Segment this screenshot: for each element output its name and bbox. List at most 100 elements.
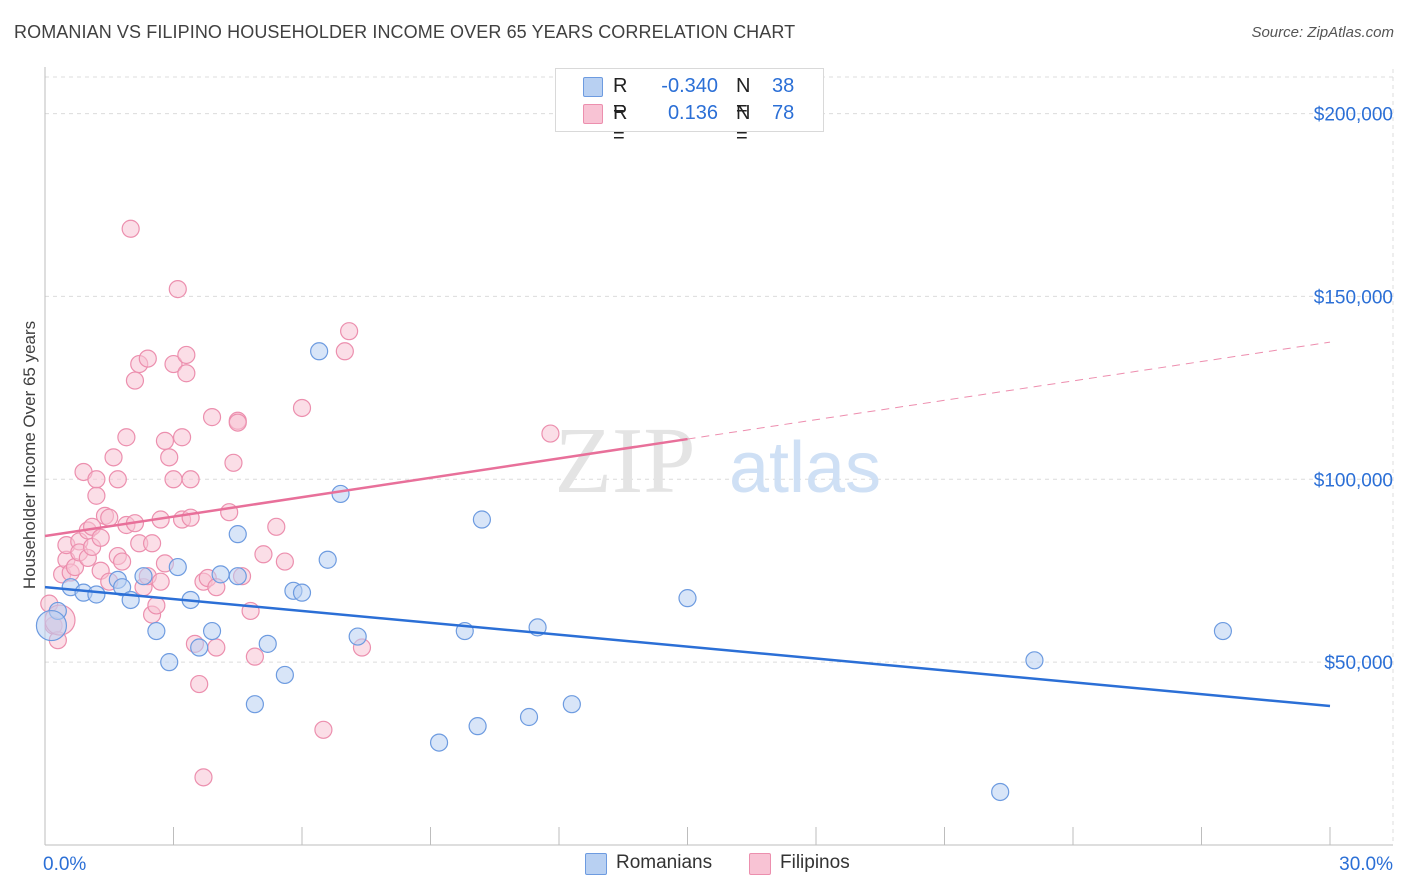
romanian-point: [147, 621, 166, 641]
filipino-point: [181, 470, 200, 489]
filipino-point: [164, 354, 183, 374]
filipino-point: [224, 453, 243, 472]
y-tick-label: $50,000: [1324, 653, 1393, 674]
filipino-point: [100, 508, 119, 527]
trend-lines: [44, 341, 1331, 708]
watermark-zip: ZIP: [555, 409, 696, 513]
axes: [44, 67, 1393, 846]
romanian-point: [429, 733, 449, 752]
romanian-point: [331, 484, 350, 504]
filipino-point: [228, 413, 247, 432]
filipino-point: [91, 528, 110, 547]
romanian-point: [348, 627, 367, 646]
romanian-point: [160, 653, 179, 672]
romanian-point: [87, 585, 106, 604]
source-label: Source: ZipAtlas.com: [1251, 24, 1394, 41]
filipino-point: [155, 431, 175, 450]
romanian-point: [258, 634, 277, 653]
legend-n-label: N =: [736, 75, 751, 120]
y-tick-label: $100,000: [1314, 470, 1393, 491]
romanian-point: [228, 567, 247, 586]
romanian-point: [275, 665, 294, 685]
filipino-point: [181, 508, 200, 527]
y-tick-label: $150,000: [1314, 287, 1393, 308]
filipino-point: [190, 674, 209, 694]
filipinos-trend-line: [44, 437, 688, 538]
legend-n-value: 38: [772, 75, 795, 97]
filipino-point: [314, 720, 333, 739]
filipino-point: [138, 349, 157, 368]
legend-r-value: -0.340: [661, 75, 718, 97]
filipino-point: [267, 517, 286, 536]
x-tick-label: 0.0%: [43, 854, 86, 875]
filipino-point: [335, 342, 354, 361]
filipino-point: [125, 371, 145, 390]
romanian-point: [228, 525, 247, 544]
filipino-point: [275, 552, 294, 571]
romanian-point: [35, 609, 68, 642]
legend-swatch-filipinos: [583, 104, 603, 124]
romanian-point: [1025, 651, 1044, 670]
romanian-point: [991, 782, 1010, 802]
filipino-point: [541, 424, 560, 443]
romanians-points: [35, 342, 1233, 802]
legend-r-label: R =: [613, 102, 628, 147]
series-swatch-filipinos: [749, 853, 771, 875]
filipino-point: [142, 534, 162, 553]
filipino-point: [177, 364, 196, 383]
gridlines: [45, 69, 1394, 845]
series-swatch-romanians: [585, 853, 607, 875]
romanian-point: [562, 695, 581, 714]
romanian-point: [211, 565, 230, 584]
filipino-point: [194, 768, 213, 787]
legend-n-value: 78: [772, 102, 795, 124]
y-tick-label: $200,000: [1314, 105, 1393, 126]
correlation-legend: R = -0.340 N = 38 R = 0.136 N = 78: [555, 68, 824, 147]
filipino-point: [87, 470, 106, 489]
filipinos-trend-extension: [687, 341, 1331, 440]
series-legend: Romanians Filipinos: [0, 850, 1406, 880]
filipino-point: [117, 428, 136, 447]
filipino-point: [112, 552, 132, 571]
romanian-point: [134, 567, 153, 586]
romanian-point: [168, 557, 187, 577]
series-label-filipinos: Filipinos: [780, 852, 850, 873]
romanian-point: [678, 589, 697, 608]
filipino-point: [168, 280, 187, 299]
tick-labels: $50,000 $100,000 $150,000 $200,000 0.0% 30.0%: [43, 105, 1393, 875]
filipino-point: [254, 545, 273, 564]
romanian-point: [190, 638, 209, 657]
filipino-point: [108, 470, 127, 489]
x-tick-label: 30.0%: [1339, 854, 1393, 875]
filipino-point: [207, 638, 226, 657]
romanian-point: [1213, 621, 1233, 641]
romanian-point: [202, 621, 222, 641]
filipino-point: [160, 448, 179, 467]
legend-r-value: 0.136: [667, 102, 718, 124]
romanian-point: [519, 707, 539, 727]
filipinos-points: [40, 219, 560, 787]
legend-swatch-romanians: [583, 77, 603, 97]
filipino-point: [121, 219, 140, 238]
watermark: ZIP atlas: [555, 409, 882, 513]
romanian-point: [468, 717, 487, 736]
filipino-point: [147, 596, 166, 615]
romanian-point: [292, 583, 312, 602]
romanian-point: [112, 578, 132, 597]
watermark-atlas: atlas: [729, 428, 881, 508]
filipino-point: [172, 428, 192, 447]
romanian-point: [310, 342, 329, 361]
filipino-point: [151, 572, 170, 591]
filipino-point: [177, 345, 196, 365]
filipino-point: [164, 470, 183, 489]
legend-r-label: R =: [613, 75, 628, 120]
filipino-point: [340, 322, 359, 341]
filipino-point: [87, 486, 106, 505]
series-label-romanians: Romanians: [616, 852, 713, 873]
legend-n-label: N =: [736, 102, 751, 147]
romanian-point: [472, 510, 491, 529]
filipino-point: [292, 398, 312, 418]
filipino-point: [104, 448, 123, 467]
chart-title: ROMANIAN VS FILIPINO HOUSEHOLDER INCOME …: [14, 22, 796, 42]
